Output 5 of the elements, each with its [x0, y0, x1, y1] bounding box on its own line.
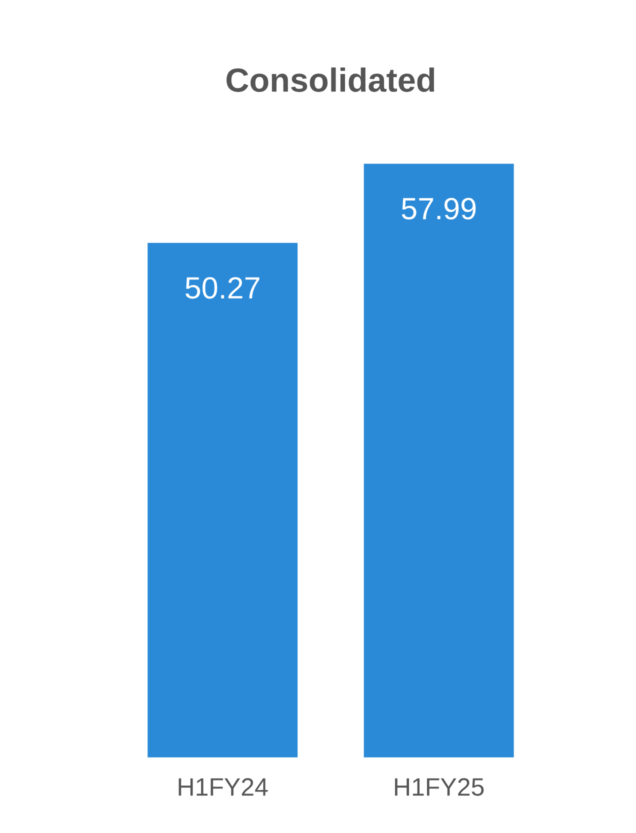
chart-title: Consolidated [226, 67, 434, 92]
data-label: 50.27 [186, 277, 260, 299]
x-tick-label: H1FY25 [395, 778, 484, 796]
x-tick-label: H1FY24 [178, 778, 268, 796]
data-label: 57.99 [402, 198, 476, 220]
